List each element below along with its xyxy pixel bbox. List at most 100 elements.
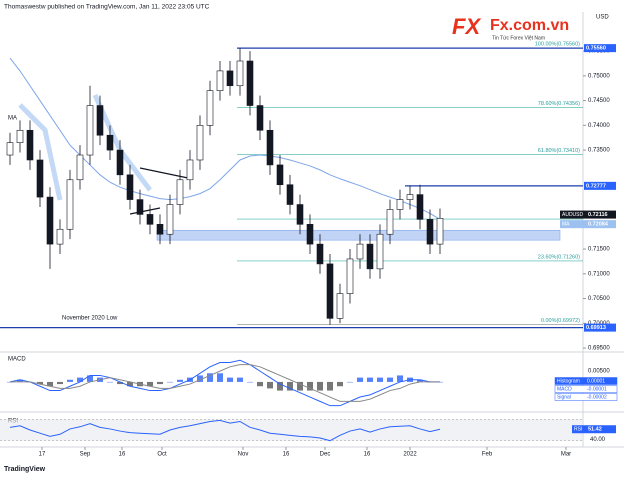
- candle-body: [206, 90, 214, 126]
- candle-body: [316, 243, 324, 265]
- y-tick-label: 40.00: [590, 437, 606, 443]
- histogram-bar: [87, 375, 93, 382]
- y-tick-label: 0.73500: [588, 148, 610, 154]
- candle-body: [326, 263, 334, 319]
- tag-name: AUDUSD: [562, 212, 584, 218]
- legend-value: -0.00002: [587, 394, 607, 400]
- macd-line: [9, 359, 440, 407]
- x-tick-label: Mar: [561, 452, 571, 458]
- logo-mark: FX: [452, 14, 481, 39]
- indicator-label: MA: [8, 116, 17, 122]
- tag-label: 0.72116: [588, 212, 608, 218]
- histogram-bar: [17, 379, 23, 382]
- candle-body: [216, 70, 224, 91]
- y-tick-label: 0.69500: [588, 346, 610, 352]
- y-tick-label: 0.75000: [588, 73, 610, 79]
- x-tick-label: Dec: [320, 452, 331, 458]
- candle-body: [126, 174, 134, 200]
- x-tick-label: Feb: [482, 452, 493, 458]
- candle-body: [296, 204, 304, 225]
- candle-body: [406, 194, 414, 200]
- tag-label: 0.72084: [588, 222, 609, 228]
- histogram-bar: [37, 381, 43, 385]
- rsi-tag-name: RSI: [574, 427, 582, 433]
- histogram-bar: [257, 381, 263, 387]
- candle-body: [396, 199, 404, 210]
- price-tag-label: 0.75560: [586, 46, 606, 52]
- candle-body: [86, 105, 94, 156]
- trend-line: [129, 207, 161, 215]
- signal-line: [10, 364, 440, 402]
- x-tick-label: 16: [119, 452, 126, 458]
- y-tick-label: 0.74500: [588, 98, 610, 104]
- histogram-bar: [47, 381, 53, 387]
- histogram-bar: [167, 381, 173, 383]
- histogram-bar: [267, 381, 273, 389]
- candle-body: [146, 214, 154, 225]
- candle-body: [336, 293, 344, 319]
- candle-body: [376, 233, 384, 270]
- candle-body: [116, 149, 124, 176]
- price-tag: [584, 181, 616, 190]
- histogram-bar: [387, 377, 393, 382]
- price-tag: [584, 323, 616, 332]
- candle-body: [56, 228, 64, 245]
- candle-body: [286, 184, 294, 205]
- histogram-bar: [157, 381, 163, 385]
- histogram-bar: [147, 381, 153, 387]
- histogram-bar: [287, 381, 293, 391]
- candle-body: [436, 218, 444, 245]
- x-tick-label: 2022: [403, 452, 417, 458]
- logo-tagline: Tin Tức Forex Việt Nam: [492, 35, 545, 41]
- x-tick-label: Nov: [238, 452, 249, 458]
- candle-body: [306, 224, 314, 245]
- histogram-bar: [227, 377, 233, 382]
- rsi-band: [0, 419, 583, 441]
- fib-label: 61.80%(0.73410): [538, 148, 580, 154]
- tag-box: [560, 220, 616, 229]
- x-tick-label: 17: [39, 452, 46, 458]
- candle-body: [16, 129, 24, 143]
- histogram-bar: [107, 381, 113, 383]
- histogram-bar: [117, 381, 123, 385]
- annotation: November 2020 Low: [62, 316, 118, 322]
- candle-body: [36, 159, 44, 198]
- x-tick-label: Sep: [80, 452, 91, 458]
- candle-body: [276, 164, 284, 186]
- candle-body: [46, 196, 54, 245]
- x-tick-label: 16: [283, 452, 290, 458]
- histogram-bar: [277, 381, 283, 391]
- support-zone: [156, 229, 561, 241]
- legend-name: Signal: [557, 394, 571, 400]
- rsi-line: [9, 419, 441, 442]
- candle-body: [66, 179, 74, 230]
- candle-body: [176, 179, 184, 205]
- rsi-tag-label: 51.42: [588, 427, 602, 433]
- histogram-bar: [417, 379, 423, 382]
- candle-body: [96, 105, 104, 136]
- legend-box: [554, 393, 618, 401]
- candle-body: [256, 105, 264, 131]
- tag-name: MA: [562, 221, 570, 227]
- candle-body: [186, 159, 194, 181]
- histogram-bar: [337, 381, 343, 387]
- candle-body: [106, 134, 114, 151]
- candle-body: [356, 243, 364, 260]
- histogram-bar: [367, 377, 373, 382]
- candle-body: [346, 258, 354, 294]
- y-tick-label: 0.74000: [588, 123, 610, 129]
- logo-name: Fx.com.vn: [490, 17, 569, 34]
- histogram-bar: [67, 379, 73, 382]
- histogram-bar: [327, 381, 333, 391]
- histogram-bar: [307, 381, 313, 391]
- fib-label: 100.00%(0.75560): [535, 42, 580, 48]
- candle-body: [156, 224, 164, 235]
- candle-body: [366, 243, 374, 270]
- histogram-bar: [57, 381, 63, 385]
- histogram-bar: [397, 375, 403, 382]
- macd-title: MACD: [8, 357, 26, 363]
- candle-body: [386, 209, 394, 235]
- histogram-bar: [347, 381, 353, 383]
